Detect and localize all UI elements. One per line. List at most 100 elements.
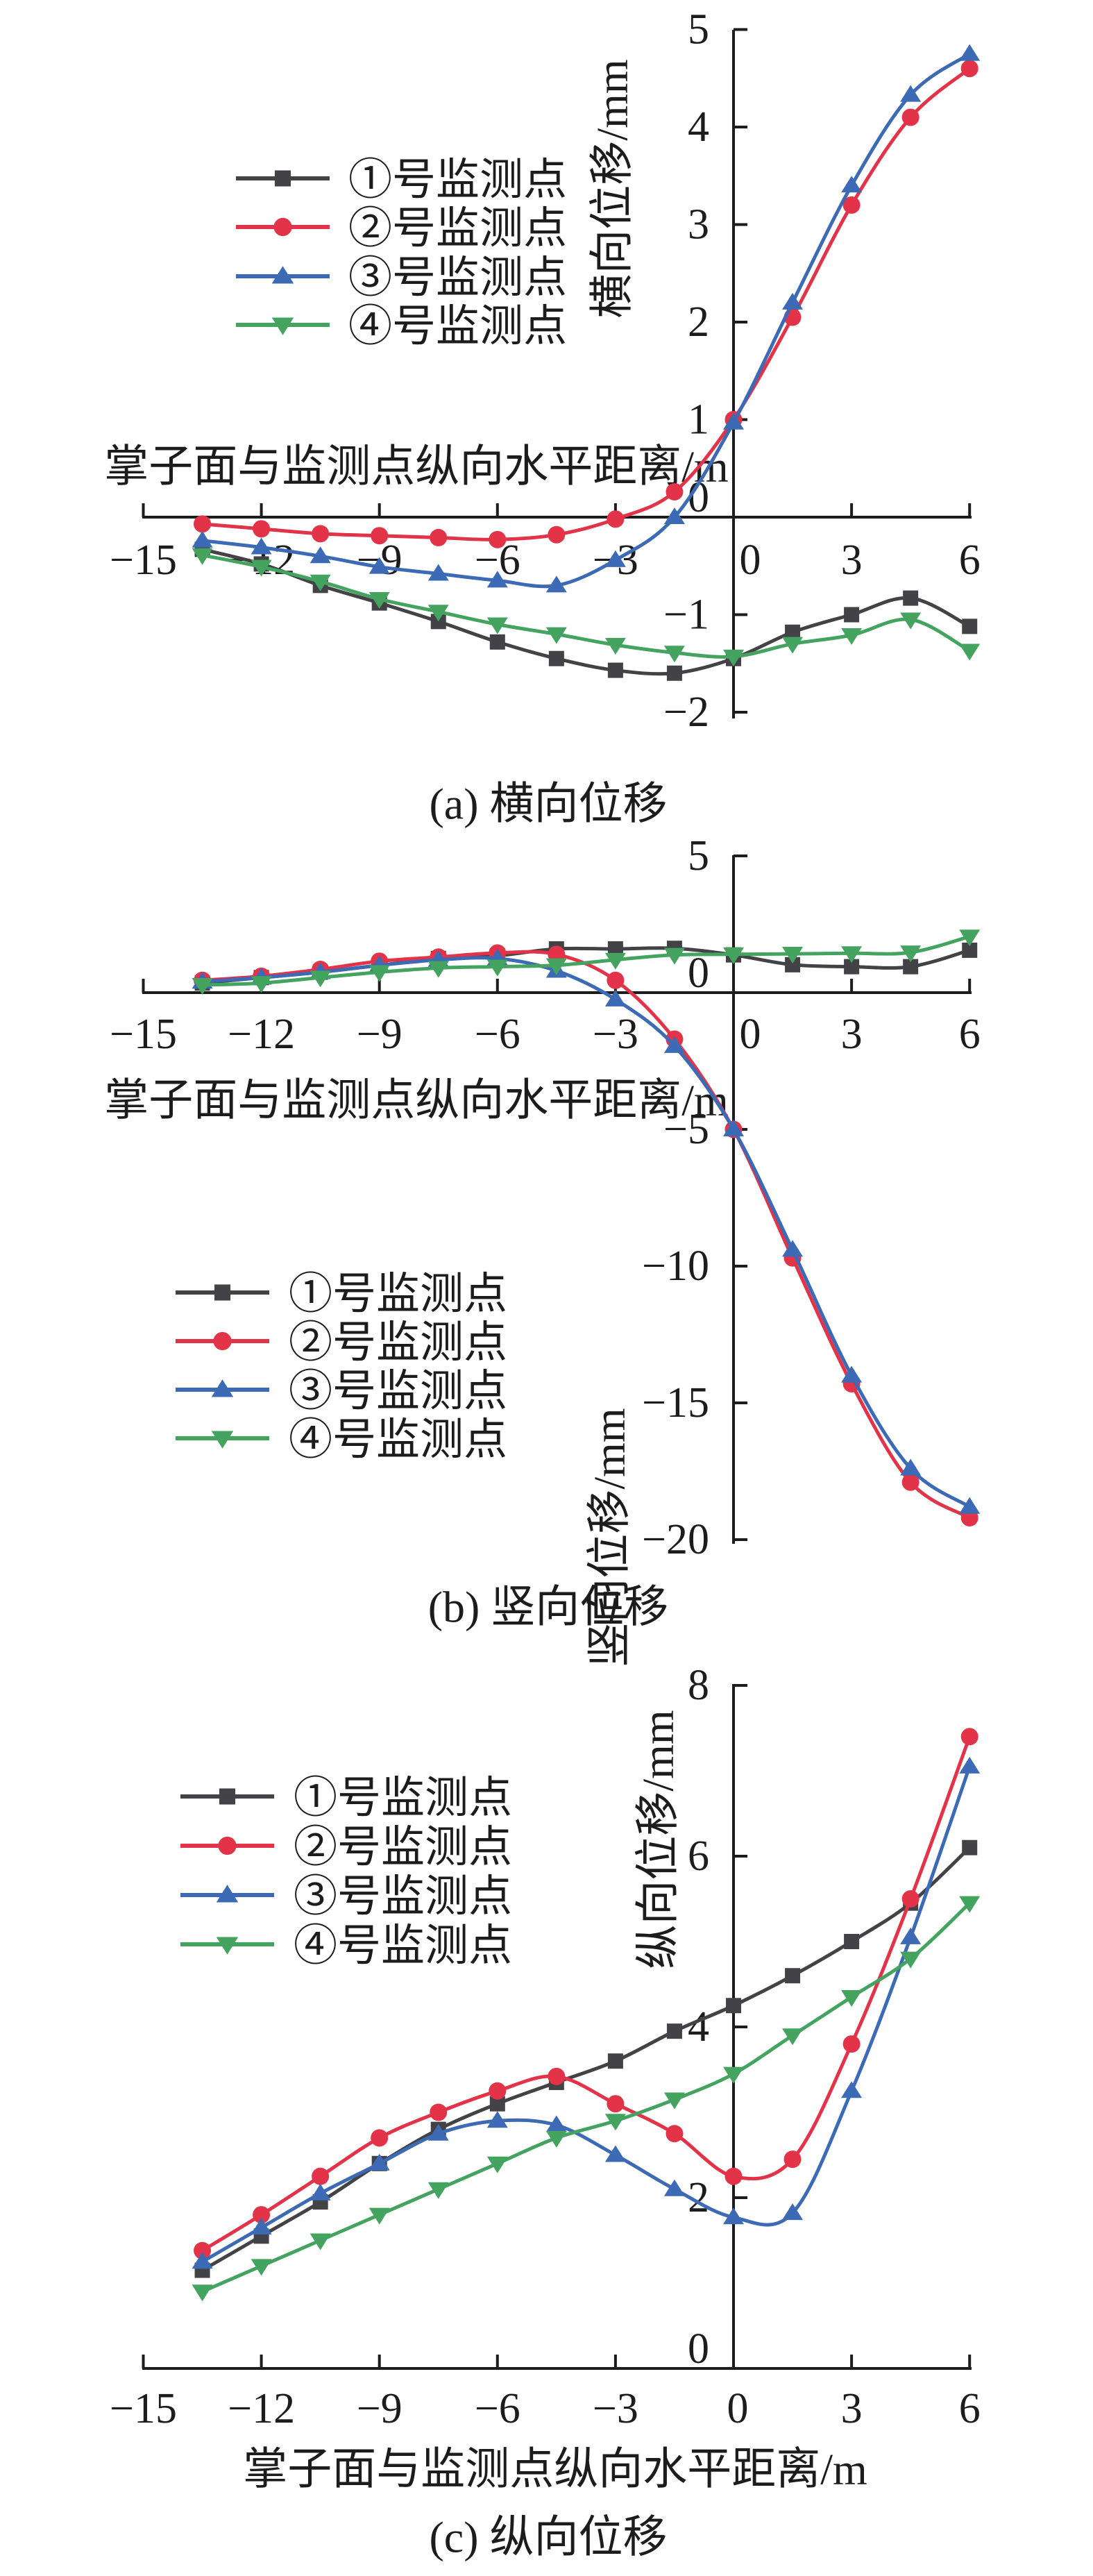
triangle-down-marker [310, 2233, 331, 2250]
legend-label: ④号监测点 [348, 302, 567, 351]
square-marker [785, 1968, 801, 1984]
triangle-down-marker [663, 2092, 685, 2110]
triangle-down-marker [192, 977, 213, 995]
x-tick-label: −6 [475, 2385, 520, 2432]
square-marker [219, 1788, 236, 1805]
triangle-down-marker [486, 617, 508, 634]
triangle-up-marker [723, 1120, 744, 1136]
circle-marker [960, 60, 978, 78]
triangle-down-marker [841, 946, 863, 963]
series-curve-3 [201, 52, 972, 589]
square-marker [430, 614, 446, 630]
circle-marker [548, 2067, 566, 2085]
triangle-down-marker [900, 612, 922, 630]
legend-item: ①号监测点 [176, 1270, 507, 1318]
triangle-down-marker [723, 947, 744, 964]
square-marker [962, 942, 978, 958]
square-marker [844, 959, 860, 975]
triangle-down-marker [427, 961, 449, 978]
x-tick-label: 0 [727, 2385, 749, 2432]
triangle-down-marker [271, 317, 294, 335]
chart-longitudinal-displacement: 纵向位移/mm 掌子面与监测点纵向水平距离/m −15 −12 −9 −6 −3 0 3 6 8… [110, 1662, 981, 2562]
triangle-down-marker [211, 1431, 234, 1449]
legend-label: ②号监测点 [348, 204, 567, 253]
circle-marker [666, 2125, 684, 2143]
y-tick-label: 5 [688, 6, 709, 53]
x-tick-label: −12 [228, 1011, 295, 1058]
y-tick-label: −10 [642, 1243, 709, 1290]
triangle-down-marker [841, 1989, 863, 2007]
triangle-up-marker [368, 2153, 390, 2171]
x-tick-label: 6 [959, 537, 981, 584]
y-tick-label: −5 [663, 1106, 709, 1153]
triangle-up-marker [192, 2252, 213, 2269]
square-marker [214, 1284, 231, 1301]
circle-marker [901, 1890, 920, 1908]
legend-label: ③号监测点 [294, 1872, 512, 1921]
legend-item: ②号监测点 [180, 1823, 512, 1871]
triangle-up-marker [782, 1240, 804, 1257]
series-curve-4 [201, 553, 972, 659]
y-axis-title-c: 纵向位移/mm [634, 1710, 683, 1969]
triangle-down-marker [841, 628, 863, 646]
x-tick-label: −15 [110, 537, 177, 584]
legend-label: ③号监测点 [348, 253, 567, 302]
x-tick-label: −3 [593, 2385, 638, 2432]
x-tick-label: 6 [959, 1011, 981, 1058]
square-marker [607, 2053, 623, 2069]
legend-label: ②号监测点 [294, 1823, 512, 1871]
triangle-down-marker [427, 605, 449, 622]
triangle-up-marker [841, 176, 863, 193]
plot-area-a: −15−12−9−6−3036543210−1−2 [110, 6, 981, 736]
x-tick-label: 0 [740, 1011, 761, 1058]
y-tick-label: 1 [688, 396, 709, 444]
circle-marker [548, 525, 566, 544]
circle-marker [430, 529, 448, 547]
triangle-up-marker [841, 2081, 863, 2098]
triangle-up-marker [841, 1365, 863, 1383]
circle-marker [273, 217, 292, 237]
square-marker [962, 1840, 978, 1855]
circle-marker [312, 2167, 330, 2185]
square-marker [844, 1934, 860, 1949]
triangle-down-marker [368, 592, 390, 609]
circle-marker [489, 2082, 507, 2100]
triangle-down-marker [192, 2284, 213, 2302]
x-tick-label: −9 [357, 2385, 403, 2432]
triangle-up-marker [368, 557, 390, 574]
chart-lateral-displacement: 横向位移/mm 掌子面与监测点纵向水平距离/m −15−12−9−6−30365… [104, 6, 980, 829]
y-tick-label: 3 [688, 201, 709, 249]
triangle-down-marker [723, 649, 744, 666]
square-marker [785, 624, 801, 640]
x-axis-title-a: 掌子面与监测点纵向水平距离/m [104, 442, 729, 491]
y-tick-label: 0 [688, 2325, 709, 2373]
triangle-down-marker [900, 945, 922, 963]
triangle-down-marker [959, 1896, 981, 1913]
triangle-down-marker [723, 2066, 744, 2084]
x-tick-label: −12 [228, 2385, 295, 2432]
triangle-down-marker [959, 929, 981, 947]
legend-item: ③号监测点 [236, 253, 567, 302]
y-tick-label: −2 [663, 689, 709, 736]
legend-label: ①号监测点 [289, 1270, 507, 1318]
y-tick-label: 4 [688, 103, 709, 151]
x-tick-label: 3 [841, 1011, 863, 1058]
caption-c: (c) 纵向位移 [429, 2513, 667, 2562]
square-marker [903, 590, 919, 606]
triangle-up-marker [211, 1379, 234, 1397]
legend-label: ③号监测点 [289, 1367, 507, 1415]
circle-marker [489, 530, 507, 548]
circle-marker [371, 2129, 389, 2147]
circle-marker [607, 971, 625, 989]
triangle-down-marker [604, 638, 626, 655]
legend-item: ②号监测点 [236, 204, 567, 253]
legend-item: ①号监测点 [180, 1774, 512, 1822]
x-axis-title-c: 掌子面与监测点纵向水平距离/m [243, 2445, 867, 2494]
y-tick-label: −15 [642, 1379, 709, 1426]
square-marker [489, 634, 505, 650]
triangle-up-marker [310, 546, 331, 564]
caption-a: (a) 横向位移 [429, 780, 667, 829]
y-tick-label: −20 [642, 1516, 709, 1563]
